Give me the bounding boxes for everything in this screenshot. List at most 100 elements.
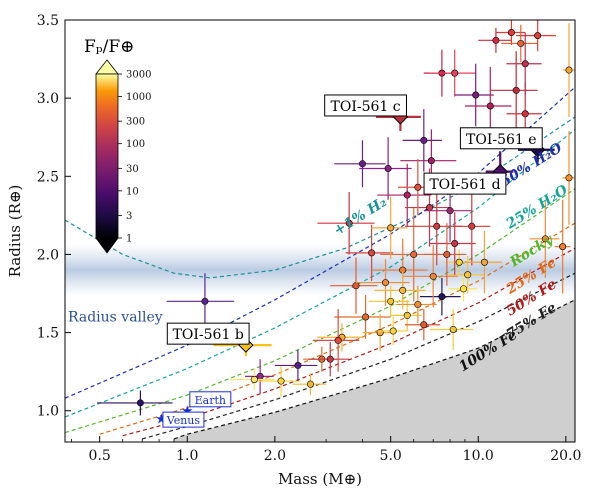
- planet-marker-28: [426, 204, 434, 212]
- colorbar-tick-label-1: 3: [126, 211, 132, 222]
- forbidden-region: [173, 299, 575, 442]
- colorbar-top-arrow: [95, 59, 119, 75]
- radius-valley-label: Radius valley: [68, 310, 163, 326]
- planet-point-51: [450, 187, 491, 266]
- planet-point-44: [478, 27, 512, 53]
- y-tick-label-4: 3.0: [37, 91, 59, 107]
- x-tick-label-2: 2.0: [264, 448, 286, 464]
- planet-marker-33: [420, 136, 428, 144]
- planet-marker-9: [362, 313, 370, 321]
- planet-marker-24: [410, 250, 418, 258]
- planet-marker-32: [358, 160, 366, 168]
- x-axis: 0.5 1.0 2.0 5.0 10.0 20.0: [71, 436, 581, 464]
- toi-561-label-box-1: [324, 94, 407, 117]
- composition-curve-3: [65, 188, 575, 434]
- planet-point-9: [334, 295, 391, 339]
- planet-marker-25: [429, 272, 437, 280]
- colorbar-bottom-arrow: [95, 237, 119, 254]
- planet-point-45: [506, 32, 542, 96]
- planet-marker-4: [277, 377, 285, 385]
- colorbar-tick-label-7: 3000: [126, 70, 151, 81]
- planet-point-4: [257, 365, 301, 397]
- planet-marker-39: [512, 86, 520, 94]
- planet-marker-14: [414, 300, 422, 308]
- planet-marker-38: [486, 102, 494, 110]
- planet-point-20: [448, 276, 477, 302]
- planet-marker-57: [387, 224, 395, 232]
- planet-marker-50: [451, 240, 459, 248]
- composition-curve-1: [65, 86, 575, 399]
- toi-561-label-text-2: TOI-561 d: [429, 177, 500, 193]
- planet-marker-36: [451, 69, 459, 77]
- planet-point-16: [419, 277, 461, 316]
- planet-point-8: [317, 323, 363, 352]
- planet-point-53: [423, 223, 467, 286]
- planet-point-15: [404, 309, 441, 341]
- planet-marker-58: [399, 286, 407, 294]
- planet-marker-40: [521, 110, 529, 118]
- planet-marker-17: [449, 325, 457, 333]
- planet-marker-16: [438, 293, 446, 301]
- x-tick-label-4: 10.0: [463, 448, 494, 464]
- planet-marker-12: [389, 327, 397, 335]
- planet-point-25: [402, 245, 458, 308]
- planet-marker-52: [334, 336, 342, 344]
- planet-marker-34: [427, 157, 435, 165]
- planet-marker-37: [472, 91, 480, 99]
- planet-point-5: [292, 373, 327, 396]
- planet-marker-13: [403, 311, 411, 319]
- toi-561-label-2: TOI-561 d: [423, 172, 507, 195]
- toi-561-label-1: TOI-561 c: [324, 94, 407, 117]
- planet-marker-53: [443, 250, 451, 258]
- composition-curve-label-2: 25% H₂O: [503, 182, 572, 233]
- y-tick-label-1: 1.5: [37, 326, 59, 342]
- planet-point-3: [229, 368, 275, 391]
- solar-planet-label-1: Venus: [166, 414, 201, 427]
- colorbar-tick-label-6: 1000: [126, 92, 151, 103]
- planet-point-12: [377, 316, 408, 346]
- planet-points: [97, 20, 575, 416]
- planet-marker-45: [521, 60, 529, 68]
- planet-point-42: [501, 24, 538, 63]
- plot-area: ★Earth★Venus: [65, 20, 575, 442]
- colorbar-tick-label-2: 10: [126, 186, 139, 197]
- toi-561-label-0: TOI-561 b: [166, 322, 250, 345]
- colorbar-tick-label-0: 1: [126, 234, 132, 245]
- planet-marker-51: [468, 222, 476, 230]
- solar-planet-1: ★ Venus: [155, 411, 205, 428]
- planet-labels: TOI-561 b TOI-561 c TOI-561 d TOI-561 e: [166, 94, 543, 345]
- planet-point-32: [334, 140, 386, 188]
- x-axis-label: Mass (M⊕): [278, 470, 362, 488]
- toi-561-label-box-2: [423, 172, 507, 195]
- planet-point-47: [562, 130, 575, 225]
- planet-marker-56: [294, 361, 302, 369]
- planet-point-1: [166, 273, 235, 330]
- planet-point-37: [454, 63, 494, 127]
- planet-marker-29: [433, 222, 441, 230]
- y-tick-label-0: 1.0: [37, 404, 59, 420]
- solar-planet-label-box-1: [162, 411, 205, 428]
- planet-marker-7: [326, 355, 334, 363]
- planet-marker-41: [507, 29, 515, 37]
- planet-marker-1: [201, 297, 209, 305]
- colorbar-title: Fₚ/F⊕: [84, 37, 134, 57]
- composition-curve-4: [99, 222, 575, 435]
- planet-point-0: [97, 390, 173, 416]
- colorbar-tick-label-5: 300: [126, 117, 145, 128]
- planet-marker-20: [460, 285, 468, 293]
- solar-system-planets: ★Earth★Venus: [155, 391, 232, 428]
- planet-point-13: [390, 299, 422, 332]
- planet-point-43: [516, 20, 557, 52]
- planet-marker-2: [256, 372, 264, 380]
- planet-marker-43: [534, 32, 542, 40]
- planet-point-39: [490, 51, 538, 130]
- planet-marker-26: [345, 219, 353, 227]
- planet-marker-47: [565, 174, 573, 182]
- planet-point-50: [429, 212, 476, 275]
- toi-561-label-text-0: TOI-561 b: [173, 327, 244, 343]
- plot-frame: [64, 19, 576, 443]
- x-tick-label-1: 1.0: [176, 448, 198, 464]
- planet-point-21: [345, 224, 394, 282]
- planet-marker-19: [464, 271, 472, 279]
